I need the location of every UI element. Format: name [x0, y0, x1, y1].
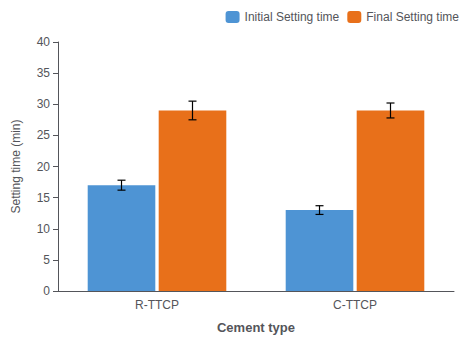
svg-text:Final Setting time: Final Setting time: [366, 10, 459, 24]
svg-text:35: 35: [37, 66, 51, 80]
svg-text:0: 0: [43, 284, 50, 298]
svg-text:Initial Setting time: Initial Setting time: [245, 10, 340, 24]
svg-text:5: 5: [43, 253, 50, 267]
svg-text:Setting time (min): Setting time (min): [9, 119, 23, 213]
svg-text:25: 25: [37, 128, 51, 142]
svg-text:20: 20: [37, 160, 51, 174]
svg-text:15: 15: [37, 191, 51, 205]
svg-text:C-TTCP: C-TTCP: [333, 298, 377, 312]
svg-text:10: 10: [37, 222, 51, 236]
svg-text:Cement type: Cement type: [217, 320, 295, 335]
svg-text:R-TTCP: R-TTCP: [135, 298, 179, 312]
svg-text:30: 30: [37, 97, 51, 111]
svg-text:40: 40: [37, 35, 51, 49]
